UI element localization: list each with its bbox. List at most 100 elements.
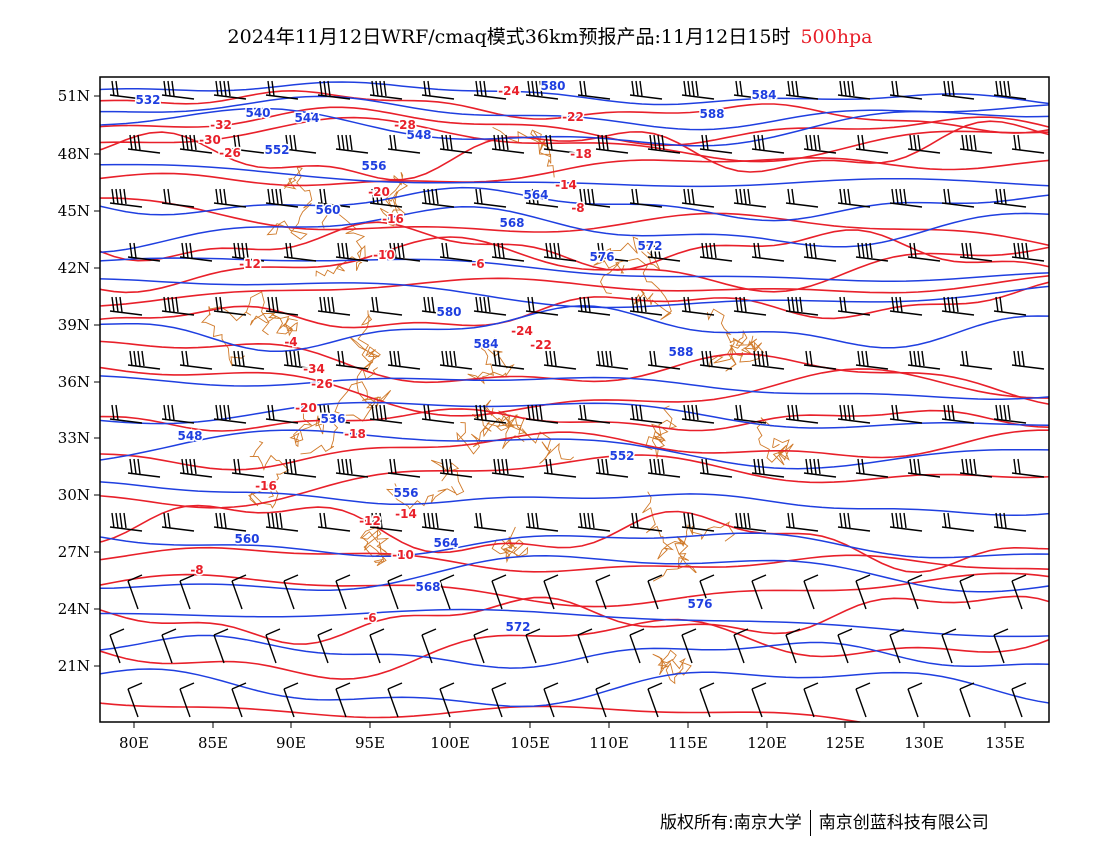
boundary-line [491,526,529,564]
height-contour [100,401,1049,429]
wind-barb [179,350,213,370]
wind-barb [525,404,559,424]
wind-barb [907,682,923,718]
wind-barb [595,350,629,370]
boundary-line [652,649,692,685]
lon-tick-label: 130E [904,734,944,752]
wind-barb [889,404,923,424]
wind-barb [993,628,1009,664]
lat-tick-label: 24N [58,600,90,618]
wind-barb [213,80,247,100]
temperature-label: -34 [303,362,325,376]
temperature-label: -26 [311,377,333,391]
wind-barb [231,574,247,610]
wind-barb [161,80,195,100]
wind-barb [439,242,473,262]
wind-barb [889,80,923,100]
temperature-contour [100,572,1049,608]
temperature-label: -18 [344,427,366,441]
wind-barb [369,628,385,664]
wind-barb [959,574,975,610]
wind-barb [647,574,663,610]
wind-barb [629,296,663,316]
height-label: 588 [699,107,724,121]
wind-barb [993,80,1027,100]
height-label: 552 [609,449,634,463]
wind-barb [699,682,715,718]
wind-barb [595,134,629,154]
boundary-line [249,313,298,337]
wind-barb [577,404,611,424]
wind-barb [283,242,317,262]
wind-barb [907,134,941,154]
height-contour [100,107,1049,147]
wind-barb [387,574,403,610]
temperature-label: -14 [395,507,417,521]
wind-barb [855,574,871,610]
height-contour [100,668,1049,708]
temperature-label: -4 [284,335,297,349]
wind-barb [109,80,143,100]
wind-barb [803,350,837,370]
copyright-text: 版权所有:南京大学 [660,813,802,833]
lon-tick-label: 80E [119,734,149,752]
boundary-line [471,413,525,449]
temperature-contours [100,89,1049,722]
wind-barb [855,682,871,718]
wind-barb [577,80,611,100]
wind-barb [473,628,489,664]
temperature-contour [100,366,1049,417]
wind-barb [317,404,351,424]
wind-barb [265,628,281,664]
wind-barb [941,628,957,664]
wind-barb [647,134,681,154]
height-contour [100,375,1049,400]
wind-barb [491,242,525,262]
boundary-line [248,440,290,509]
wind-barb [855,134,889,154]
wind-barb [127,242,161,262]
height-label: 532 [135,93,160,107]
temperature-label: -32 [210,118,232,132]
wind-barb [127,458,161,478]
wind-barb [959,134,993,154]
wind-barb [647,458,681,478]
temperature-label: -28 [394,118,416,132]
wind-barb [421,296,455,316]
wind-barb [837,628,853,664]
wind-barb [491,682,507,718]
height-label: 556 [393,486,418,500]
lon-tick-label: 90E [276,734,306,752]
height-contour [100,555,1049,593]
wind-barb [595,458,629,478]
height-label: 584 [473,337,498,351]
wind-barb [213,404,247,424]
temperature-contour [100,595,1049,645]
wind-barb [387,242,421,262]
boundary-line [592,236,661,294]
pressure-level: 500hpa [800,26,873,48]
wind-barb [751,458,785,478]
wind-barb [317,296,351,316]
wind-barb [1011,350,1045,370]
lat-tick-label: 27N [58,543,90,561]
wind-barb [629,512,663,532]
temperature-contour [100,340,1049,406]
wind-barb [681,512,715,532]
wind-barb [907,458,941,478]
lon-tick-label: 105E [510,734,550,752]
wind-barb [213,296,247,316]
wind-barb [855,350,889,370]
lat-tick-label: 51N [58,87,90,105]
wind-barb [751,682,767,718]
wind-barb [941,404,975,424]
temperature-label: -10 [373,248,395,262]
wind-barb [785,296,819,316]
lat-tick-label: 30N [58,486,90,504]
boundary-line [200,291,270,367]
lon-tick-label: 125E [825,734,865,752]
wind-barb [733,188,767,208]
temperature-label: -12 [359,514,381,528]
height-contour [100,634,1049,669]
height-label: 536 [320,412,345,426]
